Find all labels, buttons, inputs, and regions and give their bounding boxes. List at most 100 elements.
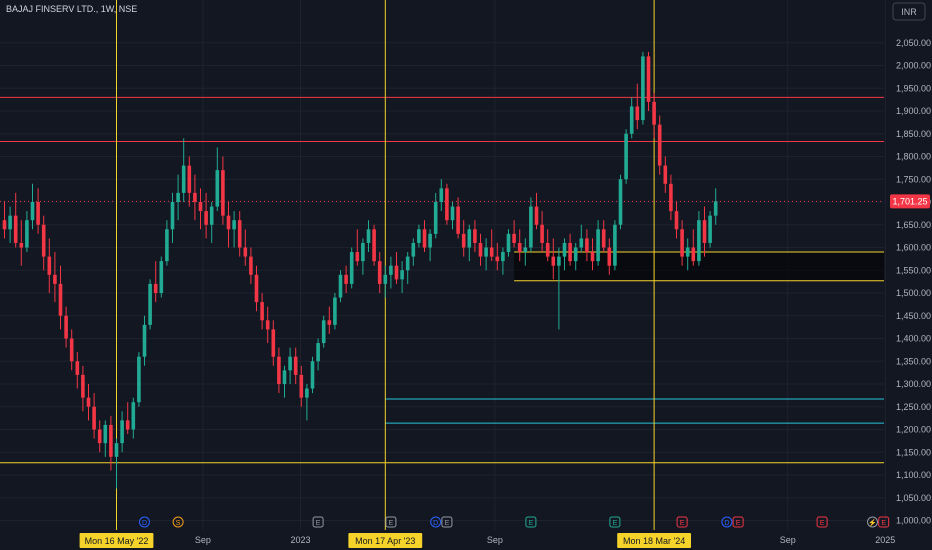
candle-body [187, 165, 192, 193]
candle-body [383, 274, 388, 284]
candle-body [713, 201, 718, 216]
candle-body [355, 252, 360, 262]
y-tick-label: 1,900.00 [896, 106, 931, 116]
event-marker [441, 516, 453, 528]
event-marker [676, 516, 688, 528]
candle-body [467, 229, 472, 248]
event-marker [172, 516, 184, 528]
currency-button[interactable]: INR [892, 2, 926, 21]
event-marker-letter: ⚡ [868, 518, 877, 527]
y-tick-label: 1,800.00 [896, 152, 931, 162]
vertical-markers: Mon 16 May '22 Mon 17 Apr '23 Mon 18 Mar '… [79, 0, 691, 548]
candle-body [260, 302, 264, 321]
y-tick-label: 1,550.00 [896, 265, 931, 275]
candle-body [181, 165, 186, 193]
candle-body [545, 242, 550, 257]
y-tick-label: 1,400.00 [896, 334, 931, 344]
candle-body [456, 206, 460, 234]
candle-body [685, 247, 690, 257]
candle-body [25, 220, 29, 248]
y-tick-label: 1,100.00 [896, 470, 931, 480]
candle-body [114, 443, 119, 457]
last-price-label: 1,701.25 [892, 196, 927, 206]
x-tick-label: Sep [487, 535, 503, 545]
candle-body [221, 170, 225, 216]
candle-body [377, 261, 382, 284]
candle-body [400, 270, 404, 280]
event-marker-letter: E [881, 520, 886, 527]
candle-body [310, 361, 315, 389]
candle-body [411, 242, 416, 257]
candle-body [512, 233, 516, 243]
candle-body [176, 192, 180, 202]
candle-body [198, 202, 203, 212]
candle-body [669, 183, 673, 212]
candles [2, 51, 718, 489]
candle-body [142, 324, 147, 357]
candle-body [64, 315, 68, 339]
candle-body [439, 188, 444, 202]
candle-body [389, 265, 393, 275]
zone-layer [385, 251, 884, 424]
candle-body [445, 188, 449, 221]
event-marker [878, 516, 890, 528]
candle-body [193, 192, 197, 202]
vertical-marker-label: Mon 18 Mar '24 [623, 536, 685, 546]
candle-body [495, 256, 500, 262]
y-tick-label: 1,600.00 [896, 243, 931, 253]
candle-body [271, 329, 276, 357]
event-marker-letter: D [142, 520, 147, 527]
candle-body [13, 215, 18, 243]
event-marker [721, 516, 733, 528]
candle-body [30, 202, 35, 221]
candle-body [484, 247, 488, 257]
candle-body [697, 220, 701, 262]
y-tick-label: 1,200.00 [896, 425, 931, 435]
candle-body [243, 247, 248, 257]
candle-body [75, 361, 80, 375]
candle-body [529, 206, 533, 248]
event-marker [609, 516, 621, 528]
candle-body [629, 106, 634, 134]
candle-body [585, 238, 589, 253]
vertical-marker-tag [617, 533, 691, 548]
candle-body [557, 256, 561, 266]
y-tick-label: 2,050.00 [896, 38, 931, 48]
candle-body [153, 283, 158, 293]
y-tick-label: 1,000.00 [896, 516, 931, 526]
candle-body [170, 202, 175, 230]
event-marker-letter: E [445, 520, 450, 527]
candle-body [125, 420, 130, 430]
candle-body [103, 424, 108, 444]
candle-body [478, 242, 483, 257]
y-tick-label: 1,500.00 [896, 288, 931, 298]
candle-body [321, 320, 326, 344]
candle-body [288, 356, 292, 371]
grid-layer [0, 0, 886, 530]
candle-body [674, 211, 679, 230]
candle-body [708, 215, 712, 243]
event-marker [430, 516, 442, 528]
y-tick-label: 1,350.00 [896, 356, 931, 366]
candle-body [8, 215, 12, 230]
event-marker [385, 516, 397, 528]
candle-body [573, 247, 578, 262]
candle-body [282, 370, 287, 384]
vertical-marker-tag [79, 533, 154, 548]
event-marker [867, 516, 878, 528]
candle-body [97, 429, 102, 444]
candle-body [254, 274, 259, 303]
event-marker-letter: E [529, 520, 534, 527]
event-marker [525, 516, 537, 528]
candle-body [417, 229, 421, 243]
candle-body [237, 220, 242, 248]
vertical-marker-label: Mon 17 Apr '23 [355, 536, 415, 546]
event-marker-letter: E [680, 520, 685, 527]
candle-body [461, 233, 466, 248]
event-marker-letter: D [433, 520, 438, 527]
candle-body [349, 252, 354, 284]
event-marker [732, 516, 744, 528]
y-tick-label: 1,950.00 [896, 83, 931, 93]
